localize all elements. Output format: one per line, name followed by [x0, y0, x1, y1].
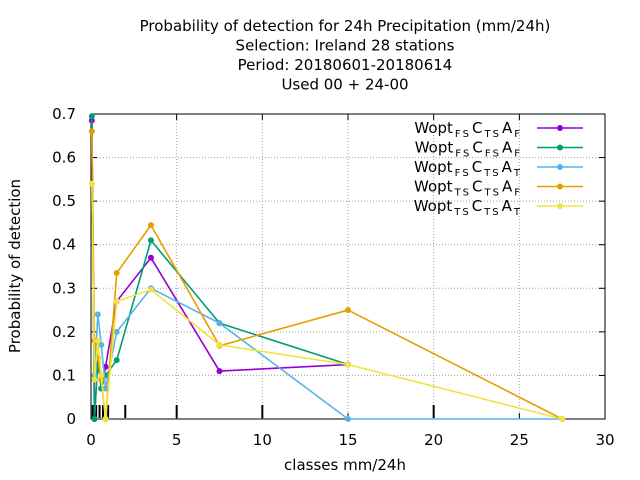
x-tick-label: 5 — [172, 431, 182, 449]
x-axis: 0 5 10 15 20 25 30 — [86, 114, 615, 449]
title-line-3: Period: 20180601-20180614 — [238, 56, 453, 74]
data-point — [113, 298, 120, 305]
data-point — [102, 416, 109, 422]
series-line — [91, 120, 349, 420]
x-tick-label: 30 — [595, 431, 614, 449]
data-point — [345, 307, 351, 314]
y-tick-label: 0.2 — [52, 323, 76, 341]
x-tick-label: 0 — [86, 431, 96, 449]
data-point — [88, 128, 95, 135]
title-line-4: Used 00 + 24-00 — [281, 76, 408, 94]
x-tick-label: 20 — [424, 431, 443, 449]
x-axis-label: classes mm/24h — [284, 456, 406, 474]
chart-title: Probability of detection for 24h Precipi… — [140, 17, 551, 94]
data-point — [94, 311, 101, 318]
data-point — [147, 237, 154, 244]
title-line-1: Probability of detection for 24h Precipi… — [140, 17, 551, 35]
legend-marker — [557, 125, 563, 131]
y-tick-label: 0 — [66, 410, 76, 428]
data-point — [113, 328, 120, 335]
legend-marker — [557, 144, 563, 151]
series-line — [91, 183, 563, 420]
y-tick-label: 0.5 — [52, 192, 76, 210]
data-point — [88, 113, 95, 120]
y-tick-label: 0.1 — [52, 366, 76, 384]
legend-marker — [557, 164, 563, 170]
series-group — [88, 113, 566, 422]
y-tick-label: 0.6 — [52, 149, 76, 167]
data-point — [113, 357, 120, 364]
legend-marker — [557, 203, 563, 209]
data-point — [216, 368, 223, 375]
data-point — [98, 372, 105, 379]
data-point — [216, 320, 223, 327]
series-line — [91, 131, 563, 420]
x-tick-label: 15 — [338, 431, 357, 449]
title-line-2: Selection: Ireland 28 stations — [236, 37, 455, 55]
data-point — [345, 361, 351, 368]
data-point — [147, 286, 154, 293]
data-point — [559, 416, 566, 422]
y-tick-label: 0.4 — [52, 236, 76, 254]
y-axis: 0 0.1 0.2 0.3 0.4 0.5 0.6 0.7 — [52, 105, 605, 428]
data-point — [147, 222, 154, 229]
data-point — [113, 270, 120, 277]
x-tick-label: 10 — [253, 431, 272, 449]
grid — [91, 114, 605, 419]
y-tick-label: 0.3 — [52, 279, 76, 297]
y-axis-label: Probability of detection — [6, 179, 24, 353]
data-point — [91, 376, 98, 383]
data-point — [147, 254, 154, 261]
data-point — [98, 341, 105, 348]
data-point — [345, 416, 351, 422]
legend-marker — [557, 183, 563, 190]
y-tick-label: 0.7 — [52, 105, 76, 123]
class-marks — [91, 405, 435, 418]
data-point — [216, 341, 223, 348]
x-tick-label: 25 — [510, 431, 529, 449]
data-point — [94, 337, 101, 344]
data-point — [91, 416, 98, 422]
data-point — [88, 180, 95, 187]
